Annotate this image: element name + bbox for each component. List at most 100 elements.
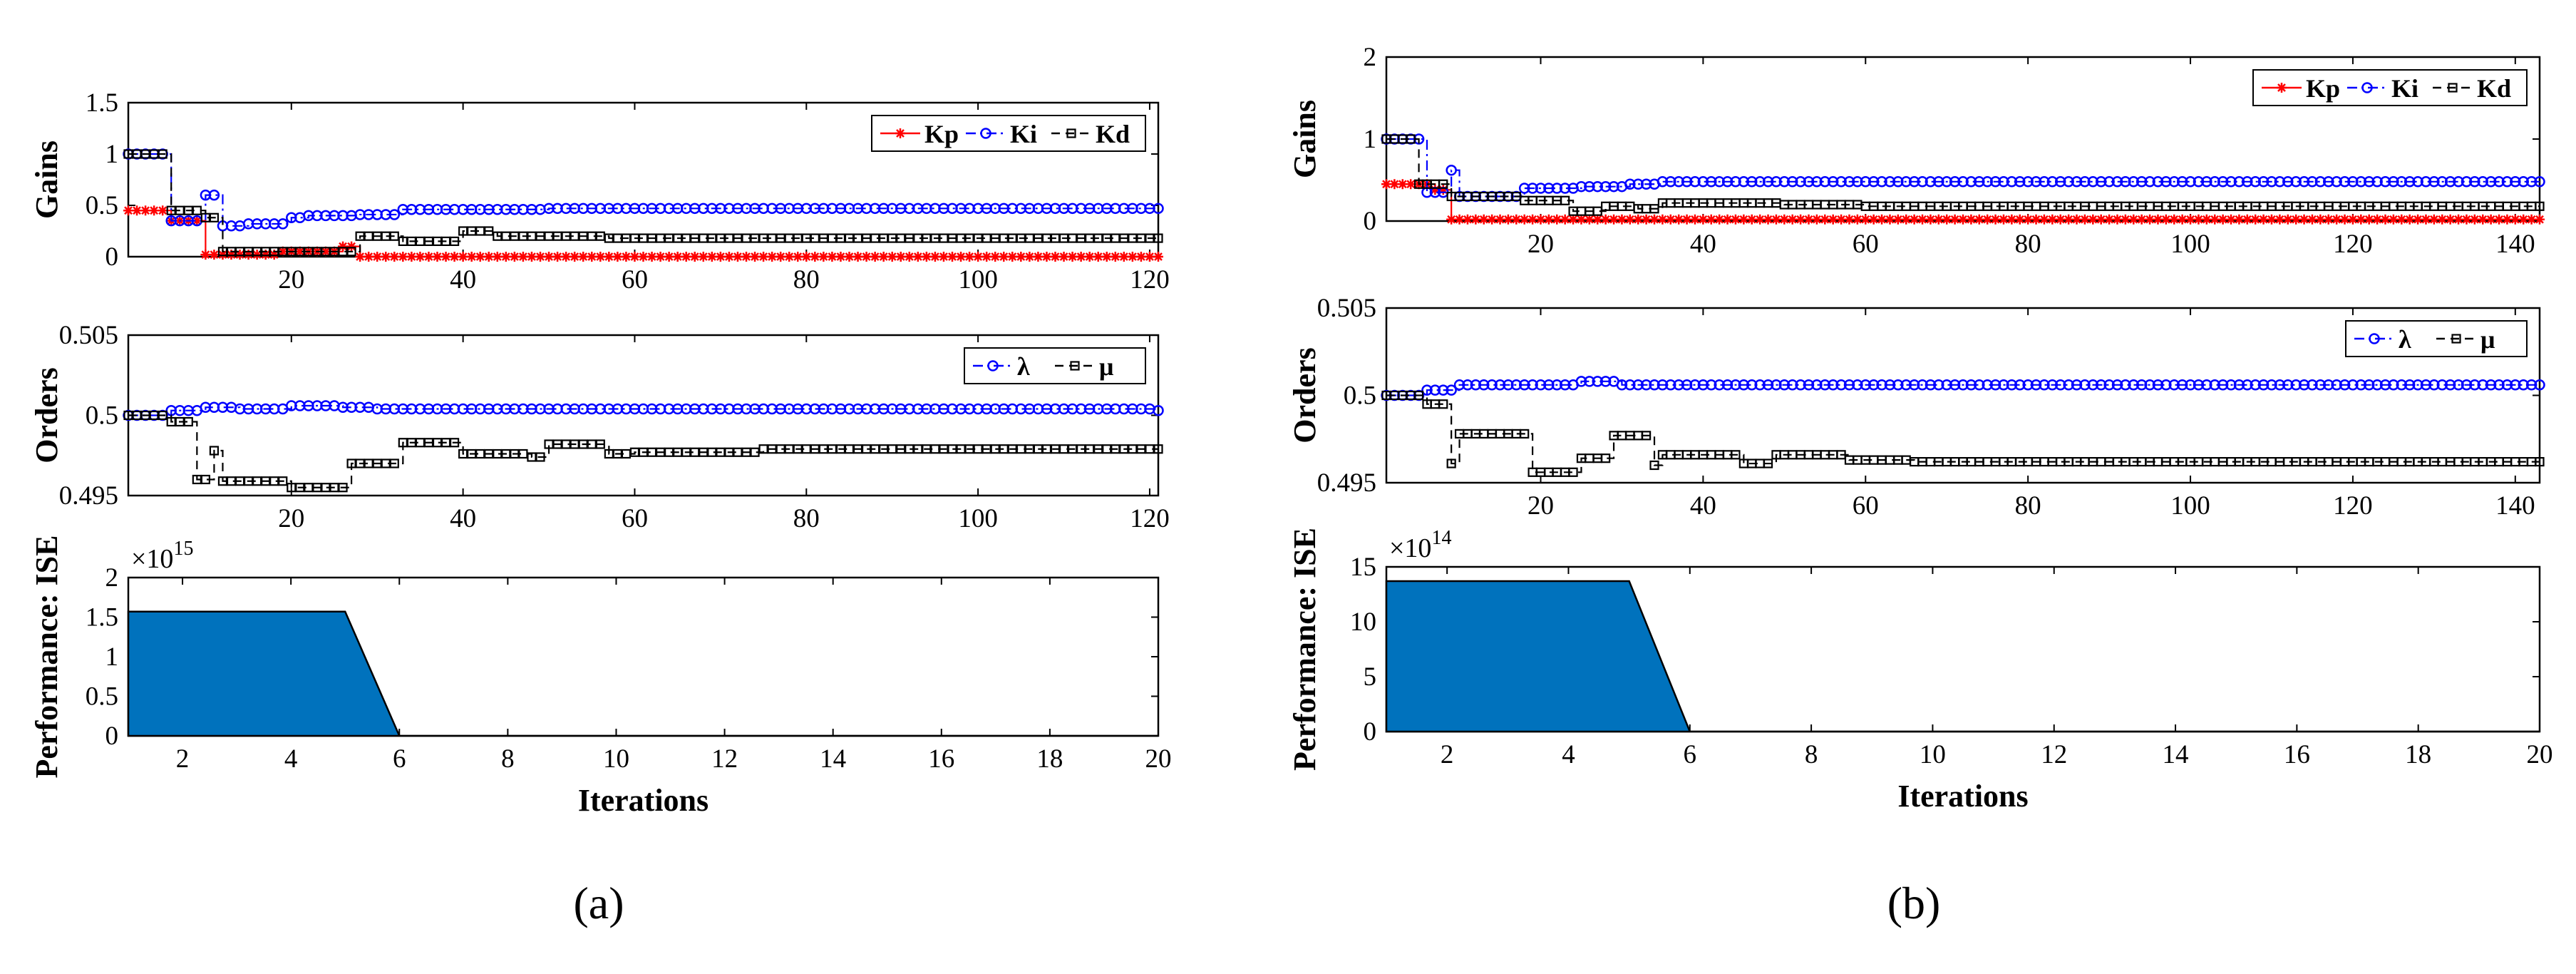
data-point-λ (1721, 379, 1733, 391)
data-point-Kp (732, 252, 743, 262)
data-point-Ki (2242, 176, 2253, 188)
data-point-Kp (544, 252, 555, 262)
data-point-Kp (243, 250, 254, 260)
data-point-Ki (1876, 176, 1887, 188)
data-point-λ (1860, 379, 1872, 391)
x-tick-label: 100 (2170, 491, 2210, 521)
data-point-Ki (2111, 176, 2123, 188)
data-point-μ (278, 476, 288, 486)
data-point-Kp (2323, 214, 2334, 225)
x-tick-label: 6 (1684, 740, 1697, 769)
data-point-Ki (2282, 176, 2294, 188)
data-point-λ (1941, 379, 1952, 391)
data-point-λ (2485, 379, 2497, 391)
data-point-λ (2160, 379, 2172, 391)
data-point-λ (2347, 379, 2359, 391)
data-point-Kp (149, 205, 160, 216)
data-point-λ (2314, 379, 2327, 391)
data-point-Kp (2112, 214, 2123, 225)
data-point-λ (1584, 376, 1595, 387)
data-point-Kp (260, 250, 271, 260)
data-point-Kp (140, 205, 151, 216)
data-point-λ (2355, 379, 2367, 391)
y-tick-label: 0.5 (1344, 381, 1376, 411)
data-point-Ki (2501, 176, 2513, 188)
data-point-Kp (2307, 214, 2317, 225)
data-point-Kp (2502, 214, 2513, 225)
data-point-Kp (1381, 179, 1391, 190)
data-point-Kp (887, 252, 897, 262)
data-point-Kp (818, 252, 829, 262)
x-tick-label: 40 (450, 265, 476, 294)
data-point-Ki (1640, 178, 1652, 190)
data-point-λ (2307, 379, 2318, 391)
data-point-λ (2185, 379, 2196, 391)
y-tick-label: 0 (105, 722, 119, 751)
legend-label-Kp: Kp (924, 120, 959, 148)
data-point-Kp (2526, 214, 2537, 225)
data-point-Ki (2120, 176, 2131, 188)
data-point-Kp (535, 252, 545, 262)
data-point-λ (1908, 379, 1920, 391)
data-point-Ki (1681, 176, 1693, 188)
data-point-Ki (2428, 176, 2440, 188)
data-point-Ki (2469, 176, 2480, 188)
y-tick-label: 15 (1350, 553, 1376, 582)
data-point-μ (1438, 399, 1448, 409)
data-point-Ki (2331, 176, 2342, 188)
data-point-λ (2420, 379, 2432, 391)
data-point-Ki (2534, 176, 2545, 188)
legend-label-Ki: Ki (1010, 120, 1037, 148)
data-point-Kp (1746, 214, 1757, 225)
data-point-Kp (767, 252, 778, 262)
data-point-Kp (1868, 214, 1879, 225)
data-point-Kp (1454, 214, 1465, 225)
data-point-μ (595, 439, 605, 449)
data-point-λ (2217, 379, 2229, 391)
exponent-base: ×10 (131, 544, 173, 574)
data-point-Kp (2478, 214, 2488, 225)
data-point-Kp (578, 252, 589, 262)
x-tick-label: 2 (1441, 740, 1454, 769)
data-point-λ (2282, 379, 2294, 391)
data-point-λ (2022, 379, 2034, 391)
data-point-Ki (1852, 176, 1863, 188)
data-point-λ (1714, 379, 1725, 391)
data-point-Ki (1697, 176, 1709, 188)
data-point-λ (2379, 379, 2391, 391)
data-point-μ (209, 446, 220, 456)
data-point-Kp (2518, 214, 2529, 225)
data-point-Kp (1076, 252, 1086, 262)
data-point-Ki (2347, 176, 2359, 188)
data-point-λ (1453, 379, 1465, 391)
data-point-Ki (1535, 183, 1547, 194)
data-point-λ (1730, 379, 1741, 391)
data-point-λ (1673, 379, 1684, 391)
data-point-λ (2525, 379, 2538, 391)
data-point-Ki (1771, 176, 1782, 188)
data-point-λ (1876, 379, 1887, 391)
data-point-Ki (1706, 176, 1717, 188)
data-point-Ki (2274, 176, 2286, 188)
data-point-λ (2444, 379, 2456, 391)
data-point-Kp (2071, 214, 2082, 225)
data-point-Kp (2453, 214, 2464, 225)
data-point-Kp (338, 241, 349, 252)
y-tick-label: 0 (1364, 207, 1377, 236)
data-point-Ki (1518, 183, 1530, 194)
data-point-Kp (1771, 214, 1781, 225)
data-point-Kp (681, 252, 691, 262)
data-point-λ (1998, 379, 2009, 391)
data-point-Ki (1982, 176, 1993, 188)
data-point-Ki (2209, 176, 2220, 188)
data-point-Ki (2144, 176, 2155, 188)
data-point-Kp (1974, 214, 1984, 225)
data-point-Kd (1406, 134, 1416, 144)
data-point-Kp (517, 252, 528, 262)
data-point-Kp (1877, 214, 1887, 225)
data-point-Ki (2420, 176, 2432, 188)
legend-marker (2369, 333, 2380, 344)
data-point-Ki (1998, 176, 2009, 188)
data-point-Kp (1649, 214, 1660, 225)
data-point-Kd (1438, 179, 1448, 189)
